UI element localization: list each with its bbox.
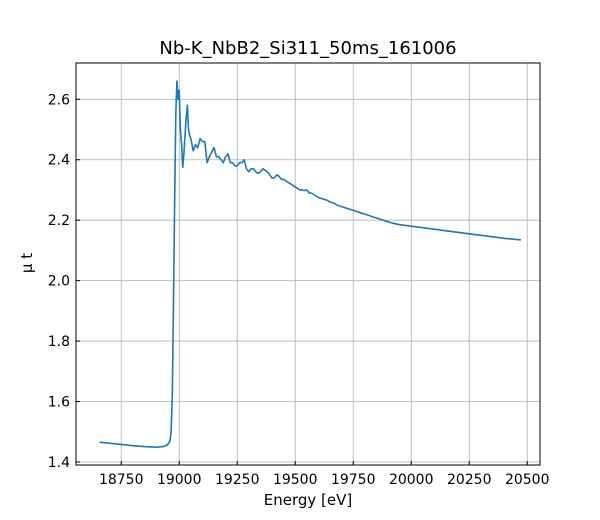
y-axis-label: μ t (18, 253, 36, 273)
x-tick-label: 19750 (331, 472, 376, 488)
x-tick-label: 19000 (157, 472, 202, 488)
x-axis-label: Energy [eV] (264, 491, 352, 509)
x-tick-label: 19500 (273, 472, 318, 488)
x-tick-label: 20500 (505, 472, 550, 488)
y-tick-label: 2.4 (48, 153, 70, 169)
x-tick-label: 20250 (447, 472, 492, 488)
plot-area (99, 80, 522, 449)
y-tick-label: 1.8 (48, 334, 70, 350)
chart-title: Nb-K_NbB2_Si311_50ms_161006 (159, 38, 456, 59)
plot-frame (75, 62, 541, 466)
series-line (99, 80, 522, 449)
y-tick-label: 1.4 (48, 455, 70, 471)
x-tick-label: 18750 (99, 472, 144, 488)
y-tick-label: 1.6 (48, 395, 70, 411)
ticks: 18750 19000 19250 19500 19750 20000 20250 20500… (48, 92, 550, 488)
y-tick-label: 2.2 (48, 213, 70, 229)
y-tick-label: 2.6 (48, 92, 70, 108)
x-tick-label: 19250 (215, 472, 260, 488)
x-tick-label: 20000 (389, 472, 434, 488)
grid (76, 63, 540, 465)
y-tick-label: 2.0 (48, 274, 70, 290)
